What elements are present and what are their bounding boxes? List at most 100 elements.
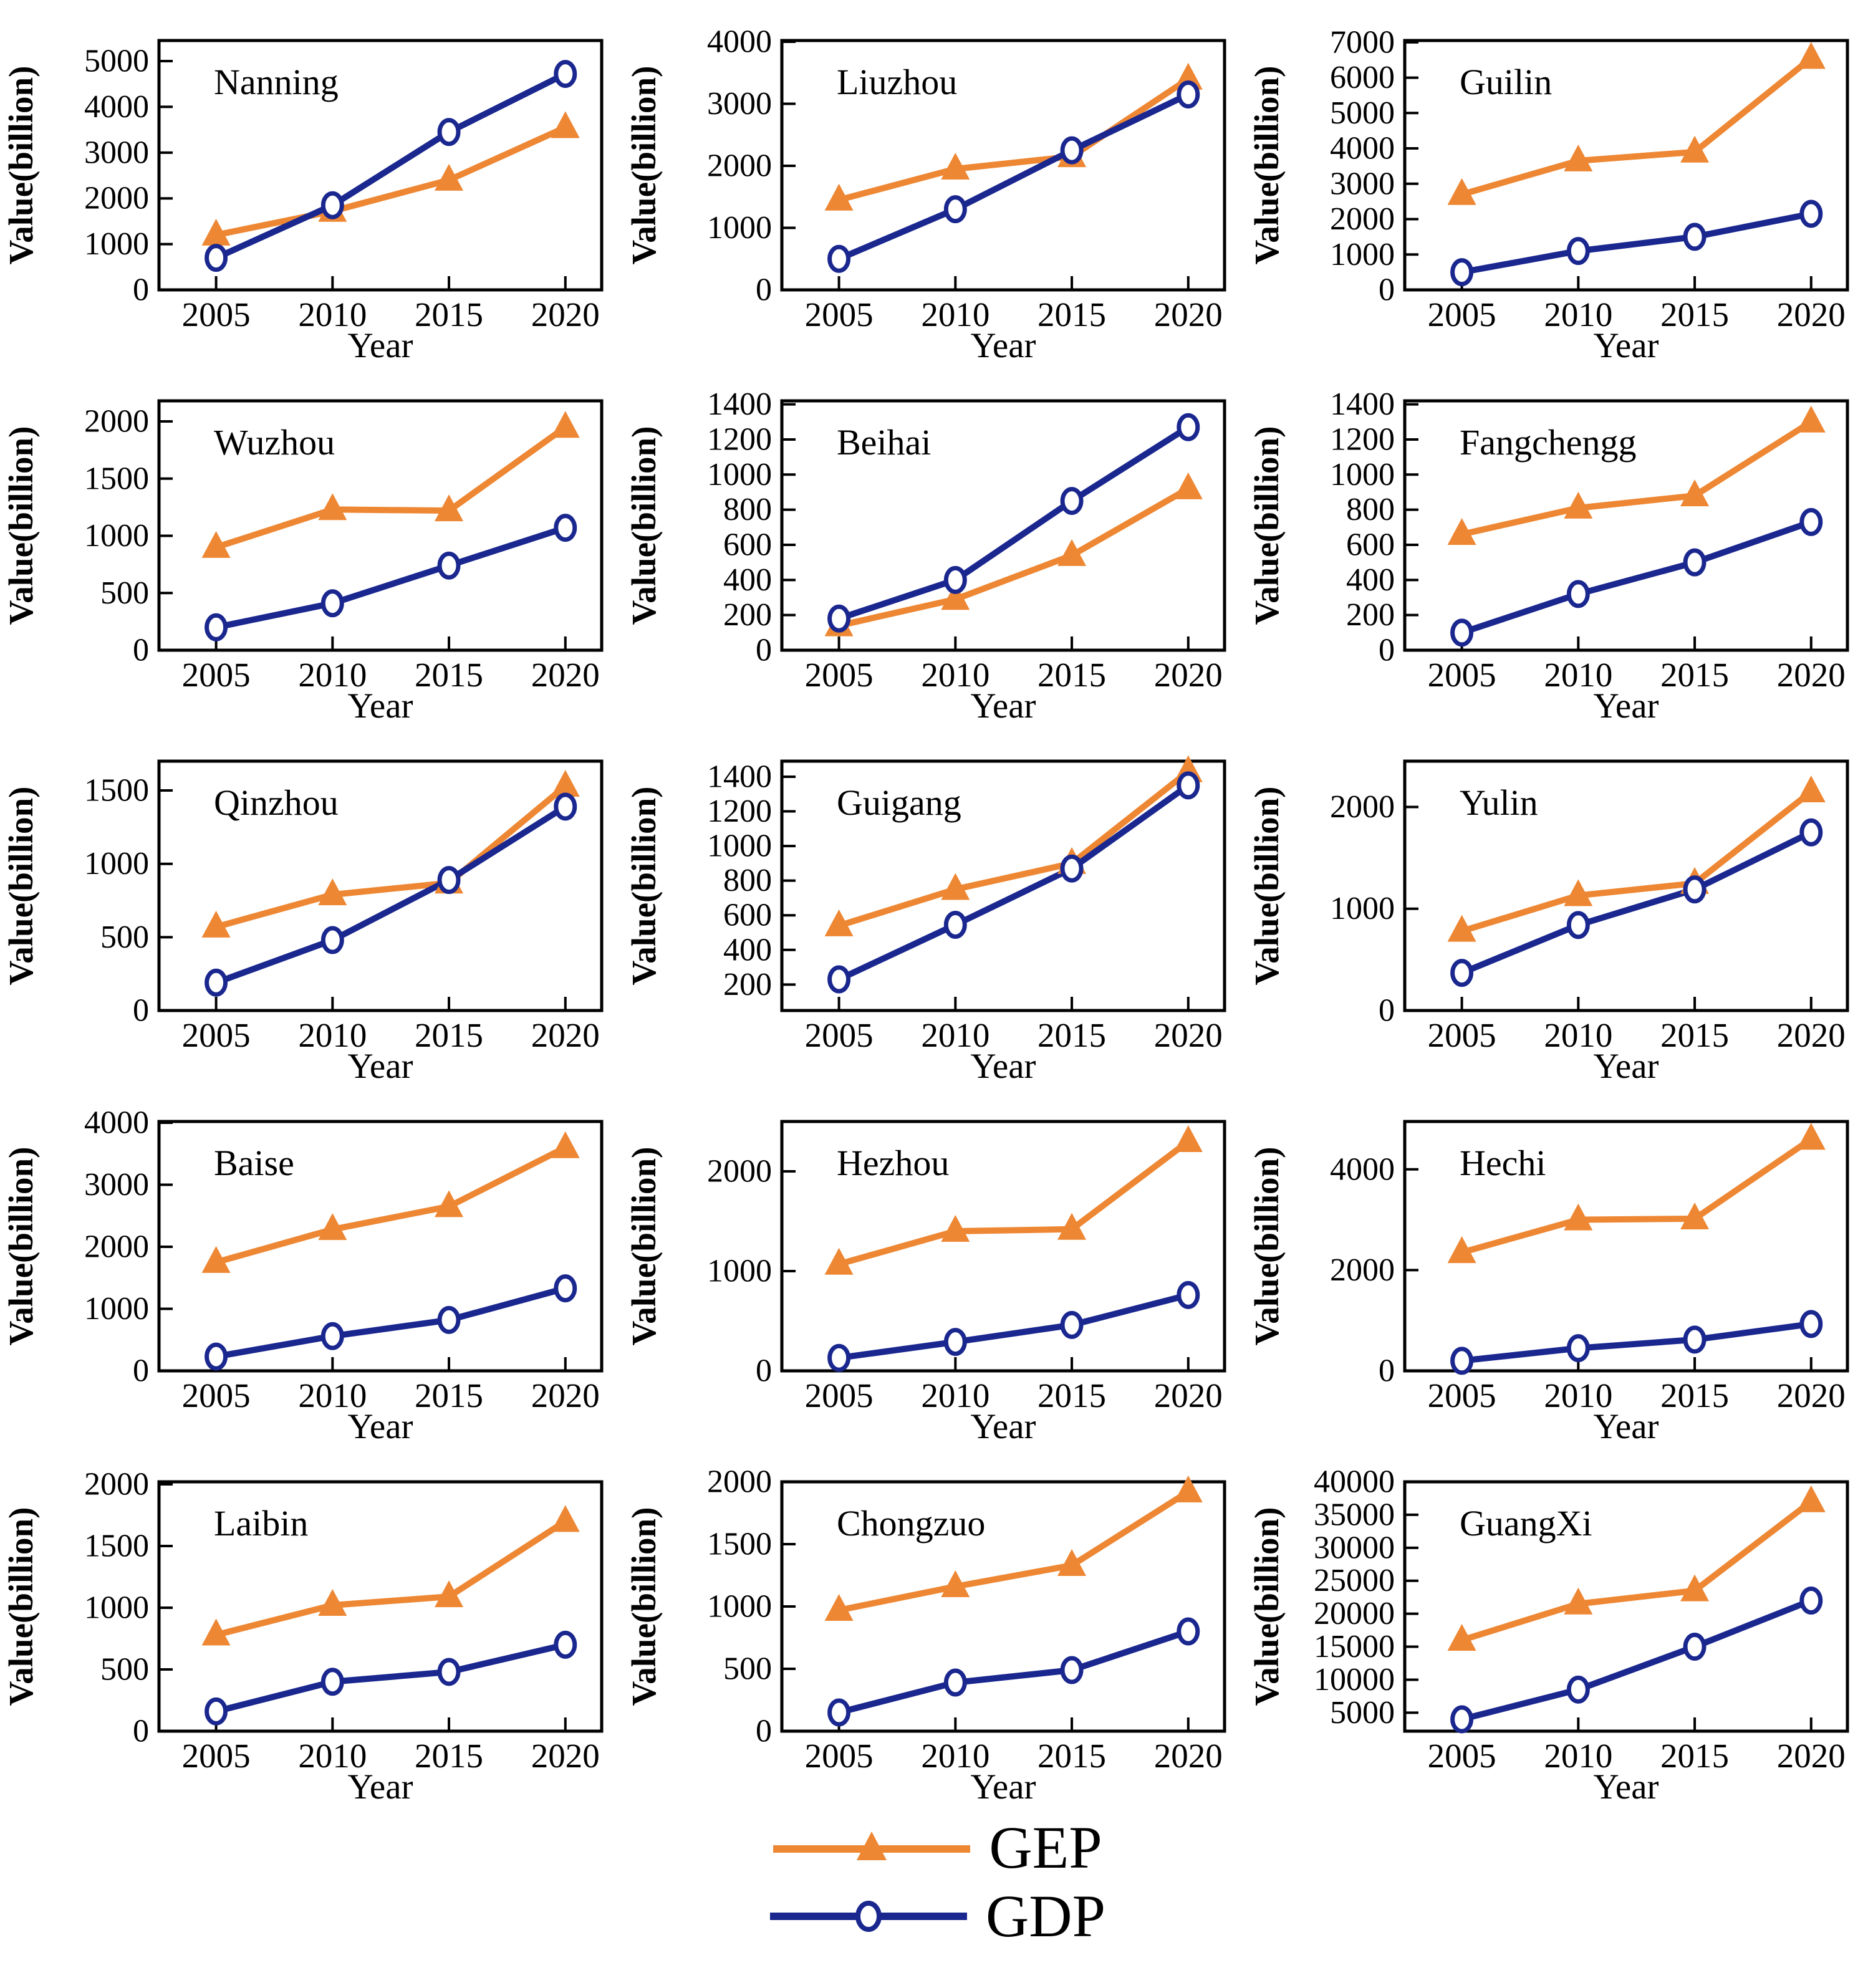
x-tick-label: 2005 [182, 656, 251, 694]
x-tick-label: 2005 [805, 656, 874, 694]
gep-line [215, 1519, 567, 1638]
gep-triangle-marker [1796, 1123, 1826, 1150]
gdp-circle-marker [1566, 1334, 1590, 1363]
gdp-circle-marker [437, 1305, 461, 1334]
x-tick-label: 2005 [805, 1376, 874, 1414]
gdp-circle-marker [943, 1668, 967, 1697]
x-tick-label: 2010 [921, 295, 989, 334]
x-axis-label: Year [1593, 1047, 1659, 1081]
y-axis-label: Value(billion) [1248, 787, 1286, 986]
x-tick-label: 2005 [805, 1016, 874, 1054]
y-tick-label: 10000 [1314, 1662, 1395, 1697]
x-tick-label: 2015 [1660, 1376, 1729, 1414]
gep-triangle-marker [551, 111, 580, 138]
x-tick-label: 2010 [298, 1376, 367, 1414]
y-tick-label: 5000 [1330, 1695, 1395, 1731]
chart-title: Wuzhou [214, 422, 335, 463]
y-tick-label: 0 [133, 1353, 149, 1389]
gdp-circle-marker [1683, 223, 1707, 251]
chart-svg-chongzuo: 0 500 1000 1500 2000 2005 2010 2015 2020 Value(bi… [625, 1464, 1226, 1802]
x-tick-label: 2010 [1544, 1376, 1612, 1414]
gdp-circle-marker [1060, 1656, 1084, 1684]
y-tick-label: 1400 [707, 387, 772, 422]
gep-triangle-marker [824, 183, 854, 211]
y-tick-label: 0 [1379, 993, 1395, 1029]
gdp-line-circle-icon [769, 1901, 967, 1932]
gdp-circle-marker [1799, 1586, 1823, 1615]
gep-line [838, 1489, 1190, 1613]
y-tick-label: 1200 [707, 794, 772, 829]
gdp-circle-marker [1060, 487, 1084, 516]
y-tick-label: 400 [723, 562, 772, 598]
y-axis-label: Value(billion) [2, 787, 40, 986]
y-tick-label: 0 [1379, 633, 1395, 668]
gdp-circle-marker [1799, 507, 1823, 536]
y-tick-label: 400 [1346, 562, 1395, 598]
x-tick-label: 2020 [1777, 656, 1846, 694]
chart-title: Beihai [837, 422, 931, 463]
gdp-circle-marker [1177, 413, 1200, 441]
x-tick-label: 2010 [298, 1016, 367, 1054]
y-tick-label: 3000 [84, 135, 149, 170]
gdp-line [215, 1285, 567, 1360]
y-tick-label: 6000 [1330, 60, 1395, 95]
gep-line [1461, 1499, 1813, 1643]
x-tick-label: 2015 [415, 656, 483, 694]
gdp-circle-marker [437, 866, 461, 895]
gdp-circle-marker [1683, 1633, 1707, 1661]
y-tick-label: 1000 [84, 846, 149, 881]
x-axis-label: Year [1593, 1767, 1659, 1802]
y-tick-label: 40000 [1314, 1464, 1395, 1500]
x-tick-label: 2015 [1038, 295, 1106, 334]
gep-triangle-marker [1564, 144, 1593, 171]
y-tick-label: 2000 [1330, 789, 1395, 825]
x-tick-label: 2020 [1777, 1016, 1846, 1054]
gdp-circle-marker [827, 1698, 851, 1727]
chart-qinzhou: 0 500 1000 1500 2005 2010 2015 2020 Value(billio… [0, 721, 623, 1081]
gep-triangle-marker [1796, 1485, 1826, 1512]
gep-triangle-marker [824, 1594, 854, 1621]
y-tick-label: 0 [1379, 1353, 1395, 1389]
x-tick-label: 2005 [182, 1016, 251, 1054]
gdp-circle-marker [1177, 80, 1200, 109]
y-tick-label: 2000 [1330, 201, 1395, 237]
gep-triangle-marker [201, 531, 231, 558]
chart-wuzhou: 0 500 1000 1500 2000 2005 2010 2015 2020 Value(bi… [0, 360, 623, 721]
charts-grid: 0 1000 2000 3000 4000 5000 2005 2010 2015 2020 Val… [0, 0, 1868, 1802]
x-tick-label: 2005 [1428, 1737, 1496, 1775]
gep-triangle-marker [1447, 1236, 1476, 1264]
y-tick-label: 200 [1346, 597, 1395, 633]
y-tick-label: 0 [133, 272, 149, 308]
gdp-circle-marker [554, 1274, 577, 1303]
gdp-line [1461, 1320, 1812, 1364]
plot-border [1403, 759, 1849, 1012]
y-tick-label: 600 [723, 898, 772, 933]
chart-title: Hezhou [837, 1143, 949, 1183]
gep-line [1461, 789, 1813, 934]
gdp-circle-marker [320, 926, 344, 954]
x-tick-label: 2020 [1777, 1376, 1846, 1414]
gep-triangle-marker [551, 770, 580, 797]
gdp-circle-marker [1060, 1310, 1084, 1339]
gdp-line [1461, 519, 1813, 636]
gdp-circle-marker [1566, 1675, 1590, 1704]
gdp-circle-marker [1060, 854, 1084, 883]
gep-triangle-marker [1173, 1125, 1203, 1152]
y-tick-label: 3000 [84, 1167, 149, 1203]
x-tick-label: 2010 [921, 1737, 989, 1775]
chart-title: Liuzhou [837, 62, 957, 102]
x-tick-label: 2010 [1544, 1016, 1612, 1054]
y-axis-label: Value(billion) [1248, 426, 1286, 625]
gep-triangle-marker [318, 878, 347, 906]
x-axis-label: Year [970, 1047, 1036, 1081]
y-tick-label: 500 [100, 1651, 149, 1687]
chart-guilin: 0 1000 2000 3000 4000 5000 6000 7000 2005 2010 201… [1246, 0, 1868, 360]
gdp-circle-marker [1799, 818, 1823, 847]
y-tick-label: 600 [723, 527, 772, 562]
gep-triangle-marker [1173, 472, 1203, 499]
y-tick-label: 400 [723, 932, 772, 968]
gep-line [1461, 1136, 1813, 1256]
gdp-circle-marker [554, 60, 577, 89]
